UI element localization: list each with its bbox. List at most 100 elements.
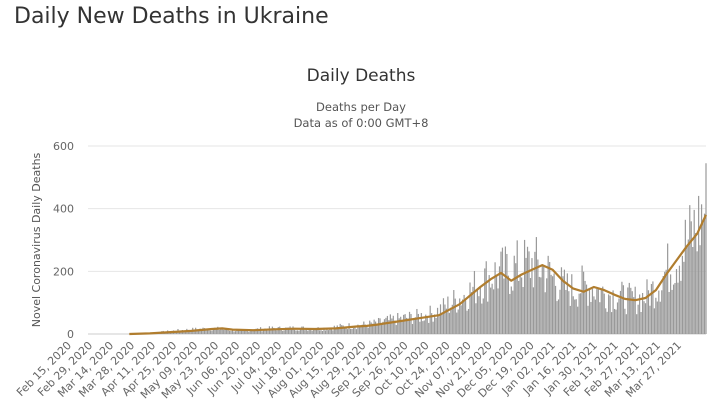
bar <box>206 329 209 334</box>
bar-series <box>130 163 707 334</box>
bar <box>497 288 499 334</box>
y-tick-label: 200 <box>53 265 74 278</box>
bar <box>311 330 313 334</box>
bar <box>696 251 698 334</box>
bar <box>267 330 269 334</box>
bar <box>506 253 508 334</box>
bar <box>606 311 608 334</box>
bar <box>597 287 599 334</box>
bar <box>678 265 681 334</box>
bar <box>298 330 300 334</box>
bar <box>562 276 564 334</box>
bar <box>475 303 477 334</box>
bar <box>428 322 430 334</box>
bar <box>582 271 585 334</box>
bar <box>681 255 684 334</box>
bar <box>529 278 532 334</box>
bar <box>447 296 449 334</box>
bar <box>585 284 588 334</box>
bar <box>335 327 337 334</box>
bar <box>516 240 518 334</box>
page-title: Daily New Deaths in Ukraine <box>14 4 329 29</box>
bar <box>512 290 514 334</box>
y-tick-label: 0 <box>67 328 74 341</box>
y-axis-title: Novel Coronavirus Daily Deaths <box>30 152 43 327</box>
bar <box>198 330 200 334</box>
bar <box>605 308 607 334</box>
bar <box>599 302 601 334</box>
bar <box>305 328 307 334</box>
bar <box>317 327 319 334</box>
bar <box>203 328 206 334</box>
bar <box>324 330 327 334</box>
bar <box>221 329 223 334</box>
bar <box>403 314 405 334</box>
bar <box>285 327 287 334</box>
bar <box>215 328 217 334</box>
bar <box>639 294 641 334</box>
bar <box>223 329 225 334</box>
bar <box>193 330 195 334</box>
bar <box>470 292 473 334</box>
bar <box>700 204 703 334</box>
bar <box>330 328 332 334</box>
bar <box>358 325 360 334</box>
bar <box>355 329 358 334</box>
bar <box>292 326 294 334</box>
bar <box>563 269 566 334</box>
bar <box>313 329 315 334</box>
bar <box>376 323 378 334</box>
bar <box>509 293 511 334</box>
bar <box>591 288 594 334</box>
bar <box>519 275 521 334</box>
bar <box>377 317 380 334</box>
bar <box>675 269 678 334</box>
bar <box>498 266 501 334</box>
bar <box>423 320 425 334</box>
bar <box>249 330 251 334</box>
bar <box>588 288 591 334</box>
bar <box>618 298 620 334</box>
bar <box>593 296 595 334</box>
bar <box>662 275 664 334</box>
bar <box>273 327 275 334</box>
bar <box>702 220 704 334</box>
bar <box>205 330 207 334</box>
bar <box>574 299 576 334</box>
bar <box>385 317 387 334</box>
bar <box>302 326 304 334</box>
bar <box>276 330 278 334</box>
bar <box>405 317 408 334</box>
bar <box>507 275 509 334</box>
bar <box>383 319 386 334</box>
bar <box>693 209 695 334</box>
bar <box>503 278 505 334</box>
moving-average-series <box>129 214 707 336</box>
bar <box>580 293 582 334</box>
bar <box>616 302 619 334</box>
bar <box>398 318 400 334</box>
bar <box>408 311 411 334</box>
bar <box>531 258 533 334</box>
bar <box>448 312 450 334</box>
bar <box>543 265 545 334</box>
bar <box>407 318 409 334</box>
bar <box>293 329 296 334</box>
bar <box>664 271 666 334</box>
bar <box>426 318 428 334</box>
bar <box>369 320 371 334</box>
bar <box>481 303 483 334</box>
bar <box>432 321 434 334</box>
bar <box>613 308 616 334</box>
bar <box>612 290 614 334</box>
bar <box>535 237 537 334</box>
bar <box>367 327 369 334</box>
bar <box>283 330 285 334</box>
bar <box>187 330 189 334</box>
bar <box>674 282 676 334</box>
bar <box>246 329 248 334</box>
bar <box>640 312 642 334</box>
bar <box>251 330 253 334</box>
bar <box>436 307 439 334</box>
